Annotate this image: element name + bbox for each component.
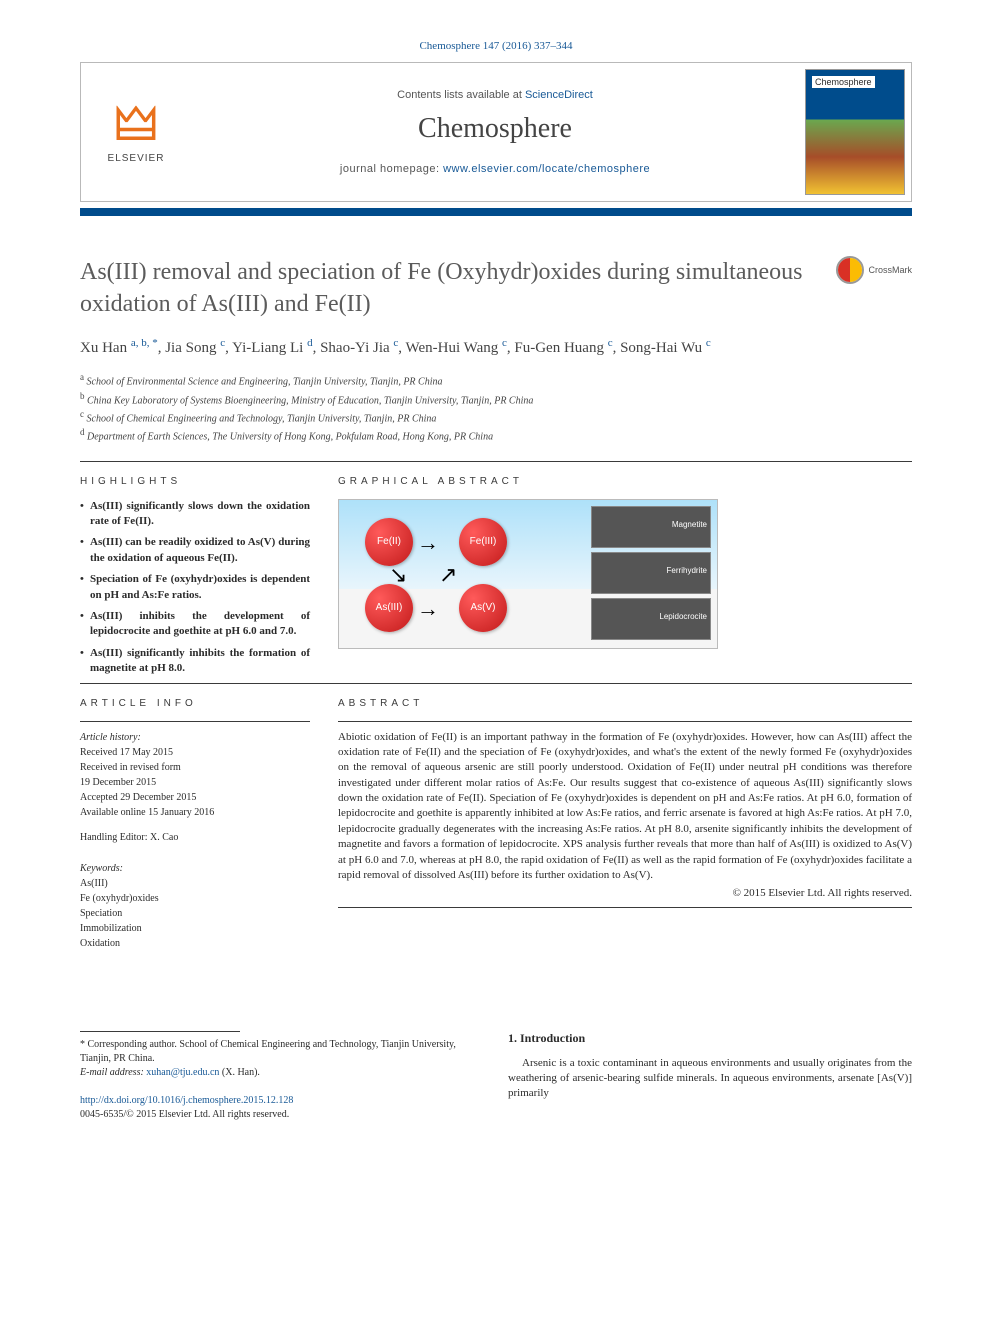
history-label: Article history: (80, 730, 310, 745)
abstract-heading: ABSTRACT (338, 698, 912, 709)
crossmark-label: CrossMark (868, 265, 912, 275)
highlight-item: As(III) inhibits the development of lepi… (80, 609, 310, 640)
issn-copyright: 0045-6535/© 2015 Elsevier Ltd. All right… (80, 1109, 289, 1120)
journal-header-box: 🜲 ELSEVIER Contents lists available at S… (80, 62, 912, 202)
handling-editor: Handling Editor: X. Cao (80, 830, 310, 845)
ga-micrograph-label: Magnetite (672, 520, 707, 529)
ga-arrow-icon: ↗ (439, 562, 457, 588)
article-title: As(III) removal and speciation of Fe (Ox… (80, 256, 836, 321)
affiliation-line: b China Key Laboratory of Systems Bioeng… (80, 390, 912, 408)
highlight-item: As(III) significantly slows down the oxi… (80, 499, 310, 530)
highlights-block: HIGHLIGHTS As(III) significantly slows d… (80, 476, 310, 683)
ga-species-bubble: As(V) (459, 584, 507, 632)
ga-micrograph-label: Lepidocrocite (659, 612, 707, 621)
highlights-heading: HIGHLIGHTS (80, 476, 310, 487)
journal-name: Chemosphere (418, 113, 572, 145)
page-citation: Chemosphere 147 (2016) 337–344 (80, 40, 912, 52)
keyword-item: Immobilization (80, 921, 310, 936)
corresponding-author-note: * Corresponding author. School of Chemic… (80, 1038, 480, 1066)
intro-footnote-row: * Corresponding author. School of Chemic… (80, 1031, 912, 1122)
graphical-abstract-block: GRAPHICAL ABSTRACT Fe(II) Fe(III) As(III) A… (338, 476, 912, 683)
footnote-block: * Corresponding author. School of Chemic… (80, 1031, 480, 1122)
affiliation-line: a School of Environmental Science and En… (80, 371, 912, 389)
footnote-rule (80, 1031, 240, 1032)
doi-link[interactable]: http://dx.doi.org/10.1016/j.chemosphere.… (80, 1095, 293, 1106)
keywords-label: Keywords: (80, 861, 310, 876)
contents-line: Contents lists available at ScienceDirec… (397, 89, 593, 101)
email-link[interactable]: xuhan@tju.edu.cn (146, 1067, 219, 1078)
email-suffix: (X. Han). (219, 1067, 260, 1078)
divider (80, 721, 310, 722)
cover-label: Chemosphere (812, 76, 875, 88)
introduction-heading: 1. Introduction (508, 1031, 912, 1046)
keywords-block: Keywords: As(III)Fe (oxyhydr)oxidesSpeci… (80, 861, 310, 951)
ga-arrow-icon: ↘ (389, 562, 407, 588)
history-line: Available online 15 January 2016 (80, 805, 310, 820)
abstract-copyright: © 2015 Elsevier Ltd. All rights reserved… (338, 887, 912, 899)
abstract-block: ABSTRACT Abiotic oxidation of Fe(II) is … (338, 698, 912, 951)
doi-block: http://dx.doi.org/10.1016/j.chemosphere.… (80, 1094, 480, 1122)
email-line: E-mail address: xuhan@tju.edu.cn (X. Han… (80, 1066, 480, 1080)
crossmark-icon (836, 256, 864, 284)
highlights-row: HIGHLIGHTS As(III) significantly slows d… (80, 476, 912, 683)
sciencedirect-link[interactable]: ScienceDirect (525, 89, 593, 101)
abstract-text: Abiotic oxidation of Fe(II) is an import… (338, 730, 912, 884)
divider (338, 907, 912, 908)
divider (338, 721, 912, 722)
ga-species-bubble: As(III) (365, 584, 413, 632)
elsevier-tree-icon: 🜲 (114, 101, 158, 149)
introduction-block: 1. Introduction Arsenic is a toxic conta… (508, 1031, 912, 1122)
keyword-item: Oxidation (80, 936, 310, 951)
ga-species-bubble: Fe(III) (459, 518, 507, 566)
elsevier-logo[interactable]: 🜲 ELSEVIER (81, 63, 191, 201)
homepage-line: journal homepage: www.elsevier.com/locat… (340, 163, 650, 175)
affiliation-line: d Department of Earth Sciences, The Univ… (80, 426, 912, 444)
blue-divider (80, 208, 912, 216)
footnotes: * Corresponding author. School of Chemic… (80, 1038, 480, 1080)
article-info-block: ARTICLE INFO Article history: Received 1… (80, 698, 310, 951)
crossmark-badge[interactable]: CrossMark (836, 256, 912, 284)
divider (80, 461, 912, 462)
history-line: Received in revised form (80, 760, 310, 775)
graphical-abstract-heading: GRAPHICAL ABSTRACT (338, 476, 912, 487)
graphical-abstract-figure: Fe(II) Fe(III) As(III) As(V) → → ↘ ↗ Magnetite Fe… (338, 499, 718, 649)
keyword-item: Speciation (80, 906, 310, 921)
email-label: E-mail address: (80, 1067, 146, 1078)
journal-center: Contents lists available at ScienceDirec… (191, 63, 799, 201)
journal-cover-thumbnail[interactable]: Chemosphere (805, 69, 905, 195)
highlight-item: As(III) significantly inhibits the forma… (80, 646, 310, 677)
affiliations: a School of Environmental Science and En… (80, 371, 912, 444)
introduction-text: Arsenic is a toxic contaminant in aqueou… (508, 1056, 912, 1102)
divider (80, 683, 912, 684)
history-line: Accepted 29 December 2015 (80, 790, 310, 805)
highlight-item: Speciation of Fe (oxyhydr)oxides is depe… (80, 572, 310, 603)
history-line: Received 17 May 2015 (80, 745, 310, 760)
history-line: 19 December 2015 (80, 775, 310, 790)
title-row: As(III) removal and speciation of Fe (Ox… (80, 256, 912, 321)
keyword-item: Fe (oxyhydr)oxides (80, 891, 310, 906)
ga-arrow-icon: → (417, 530, 439, 556)
article-info-heading: ARTICLE INFO (80, 698, 310, 709)
highlight-item: As(III) can be readily oxidized to As(V)… (80, 535, 310, 566)
ga-micrograph-label: Ferrihydrite (667, 566, 707, 575)
highlights-list: As(III) significantly slows down the oxi… (80, 499, 310, 677)
ga-species-bubble: Fe(II) (365, 518, 413, 566)
article-history: Article history: Received 17 May 2015Rec… (80, 730, 310, 845)
keyword-item: As(III) (80, 876, 310, 891)
affiliation-line: c School of Chemical Engineering and Tec… (80, 408, 912, 426)
info-abstract-row: ARTICLE INFO Article history: Received 1… (80, 698, 912, 951)
homepage-link[interactable]: www.elsevier.com/locate/chemosphere (443, 163, 650, 175)
homepage-prefix: journal homepage: (340, 163, 443, 175)
ga-arrow-icon: → (417, 596, 439, 622)
contents-prefix: Contents lists available at (397, 89, 525, 101)
elsevier-wordmark: ELSEVIER (108, 153, 165, 164)
author-list: Xu Han a, b, *, Jia Song c, Yi-Liang Li … (80, 335, 912, 360)
